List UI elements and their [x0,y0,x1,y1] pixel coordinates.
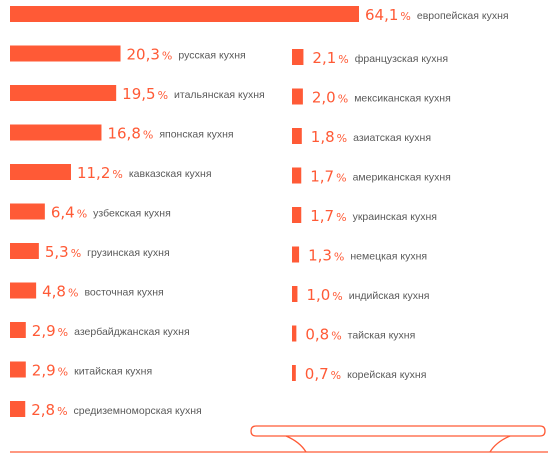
bar [292,128,302,144]
bar [10,124,102,141]
value-label: 1,8% [311,128,347,146]
category-label: немецкая кухня [350,251,427,263]
bar [10,282,37,299]
bars-layer: 64,1% европейская кухня 20,3% русская кухня… [10,6,509,419]
shelf-leg-left [285,435,307,453]
bar [10,203,45,220]
category-label: азербайджанская кухня [74,326,190,338]
shelf-decoration [10,425,548,453]
category-label: японская кухня [159,129,233,141]
bar [292,49,304,65]
value-label: 11,2% [77,164,123,182]
value-label: 0,8% [305,326,341,344]
bar [292,207,302,223]
bar [10,361,26,378]
category-label: азиатская кухня [353,132,431,144]
category-label: мексиканская кухня [354,93,451,105]
value-label: 5,3% [45,243,81,261]
bar [292,325,297,342]
value-label: 1,0% [306,286,342,304]
category-label: восточная кухня [84,287,163,299]
value-label: 20,3% [127,46,173,64]
bar [292,246,300,263]
bar [10,243,39,259]
bar [10,45,121,62]
category-label: украинская кухня [353,211,437,223]
category-label: русская кухня [178,50,245,62]
value-label: 2,9% [32,362,68,380]
category-label: французская кухня [355,53,448,65]
bar [10,6,359,22]
value-label: 1,3% [308,247,344,265]
bar [292,88,303,105]
category-label: индийская кухня [349,290,430,302]
value-label: 2,0% [312,89,348,107]
value-label: 6,4% [51,204,87,222]
value-label: 0,7% [305,365,341,383]
value-label: 16,8% [107,125,153,143]
value-label: 4,8% [42,283,78,301]
category-label: грузинская кухня [87,247,170,259]
category-label: американская кухня [353,172,451,184]
value-label: 1,7% [310,207,346,225]
bar [292,365,296,381]
bar [292,286,298,302]
bar [10,322,26,338]
value-label: 2,1% [312,49,348,67]
bar [10,401,26,417]
bar [10,85,117,101]
bar [292,167,302,184]
category-label: китайская кухня [74,366,152,378]
category-label: кавказская кухня [129,168,212,180]
bar [10,164,71,180]
category-label: узбекская кухня [93,208,171,220]
category-label: итальянская кухня [174,89,265,101]
category-label: тайская кухня [348,330,416,342]
category-label: средиземноморская кухня [74,405,202,417]
value-label: 1,7% [310,168,346,186]
shelf-outline [250,425,546,437]
value-label: 64,1% [365,6,411,24]
shelf-leg-right [489,435,511,453]
value-label: 19,5% [122,85,168,103]
value-label: 2,9% [32,322,68,340]
value-label: 2,8% [31,401,67,419]
category-label: корейская кухня [347,369,426,381]
category-label: европейская кухня [417,10,509,22]
